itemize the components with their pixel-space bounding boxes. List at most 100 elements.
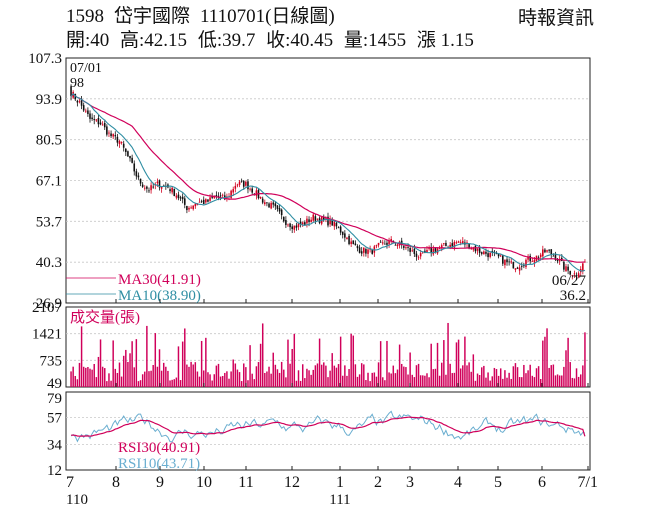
volume-bar bbox=[451, 373, 453, 387]
price-candle bbox=[489, 252, 491, 257]
volume-bar bbox=[579, 374, 582, 387]
price-candle bbox=[558, 259, 561, 262]
volume-bar bbox=[577, 376, 580, 387]
ma30-legend: MA30(41.91) bbox=[118, 272, 201, 288]
price-candle bbox=[474, 245, 477, 252]
volume-bar bbox=[386, 340, 388, 387]
price-candle bbox=[93, 119, 96, 121]
price-candle bbox=[577, 273, 580, 277]
price-candle bbox=[365, 249, 367, 254]
price-candle bbox=[537, 257, 540, 259]
price-candle bbox=[483, 251, 485, 255]
price-candle bbox=[476, 248, 479, 251]
volume-bar bbox=[447, 322, 449, 387]
x-tick-label: 9 bbox=[156, 474, 164, 491]
volume-bar bbox=[167, 370, 169, 387]
volume-bar bbox=[424, 375, 426, 387]
price-candle bbox=[582, 263, 584, 271]
price-candle bbox=[314, 216, 317, 221]
chart-title: 1598 岱宇國際 1110701(日線圖) bbox=[66, 6, 345, 28]
volume-bar bbox=[299, 380, 302, 387]
volume-bar bbox=[85, 367, 87, 387]
price-candle bbox=[137, 175, 140, 178]
price-candle bbox=[310, 219, 312, 222]
price-candle bbox=[510, 261, 513, 263]
volume-bar bbox=[270, 373, 272, 387]
price-candle bbox=[230, 190, 232, 199]
price-candle bbox=[99, 122, 102, 125]
volume-bar bbox=[550, 365, 552, 387]
price-candle bbox=[571, 275, 574, 276]
price-candle bbox=[453, 241, 456, 248]
volume-bar bbox=[327, 377, 329, 387]
volume-bar bbox=[329, 370, 331, 387]
volume-bar bbox=[234, 363, 237, 387]
volume-bar bbox=[563, 366, 565, 387]
volume-bar bbox=[219, 376, 222, 387]
price-tick-label: 53.7 bbox=[36, 214, 63, 230]
price-candle bbox=[183, 198, 186, 205]
volume-bar bbox=[108, 373, 110, 387]
price-candle bbox=[219, 195, 222, 197]
price-candle bbox=[291, 226, 293, 229]
volume-bar bbox=[122, 355, 125, 387]
price-candle bbox=[152, 186, 154, 188]
volume-bar bbox=[375, 376, 378, 387]
volume-bar bbox=[158, 349, 161, 387]
volume-bar bbox=[106, 381, 108, 387]
price-candle bbox=[120, 141, 123, 143]
price-candle bbox=[158, 180, 161, 188]
volume-bar bbox=[150, 370, 152, 387]
rsi10-line bbox=[70, 410, 586, 443]
price-candle bbox=[87, 110, 89, 114]
volume-bar bbox=[198, 376, 201, 387]
price-tick-label: 93.9 bbox=[36, 92, 62, 108]
volume-bar bbox=[320, 364, 323, 387]
volume-bar bbox=[156, 366, 159, 387]
volume-bar bbox=[535, 368, 538, 387]
volume-bar bbox=[440, 362, 443, 387]
price-candle bbox=[371, 249, 374, 254]
volume-bar bbox=[116, 372, 119, 387]
volume-bar bbox=[243, 363, 245, 387]
volume-bar bbox=[205, 337, 207, 387]
price-candle bbox=[285, 220, 287, 225]
volume-bar bbox=[466, 365, 468, 387]
volume-bar bbox=[171, 379, 173, 387]
volume-bar bbox=[177, 346, 180, 387]
price-candle bbox=[520, 265, 523, 267]
price-candle bbox=[377, 242, 380, 246]
volume-bar bbox=[453, 372, 456, 387]
price-candle bbox=[234, 185, 237, 189]
price-candle bbox=[358, 247, 361, 253]
volume-bar bbox=[354, 364, 357, 387]
volume-bar bbox=[344, 365, 346, 387]
price-candle bbox=[381, 242, 384, 244]
volume-bar bbox=[78, 362, 81, 387]
volume-bar bbox=[95, 377, 98, 387]
price-candle bbox=[329, 219, 331, 225]
price-candle bbox=[339, 226, 342, 233]
price-candle bbox=[384, 243, 386, 245]
price-candle bbox=[215, 195, 218, 196]
volume-bar bbox=[516, 367, 519, 387]
price-candle bbox=[335, 222, 338, 227]
price-candle bbox=[202, 199, 205, 205]
volume-bar bbox=[301, 364, 304, 387]
volume-bar bbox=[264, 372, 266, 387]
price-candle bbox=[390, 239, 392, 242]
x-tick-label: 2 bbox=[374, 474, 382, 491]
volume-bar bbox=[510, 378, 512, 387]
price-candle bbox=[495, 253, 498, 255]
volume-bar bbox=[428, 377, 430, 387]
volume-bar bbox=[139, 380, 142, 387]
price-candle bbox=[417, 257, 420, 259]
volume-bar bbox=[203, 370, 205, 387]
price-candle bbox=[363, 247, 365, 253]
x-tick-label: 11 bbox=[238, 474, 253, 491]
volume-bar bbox=[253, 379, 256, 387]
volume-bar bbox=[162, 362, 165, 387]
price-candle bbox=[445, 242, 447, 246]
price-candle bbox=[125, 148, 127, 152]
price-candle bbox=[527, 256, 529, 260]
